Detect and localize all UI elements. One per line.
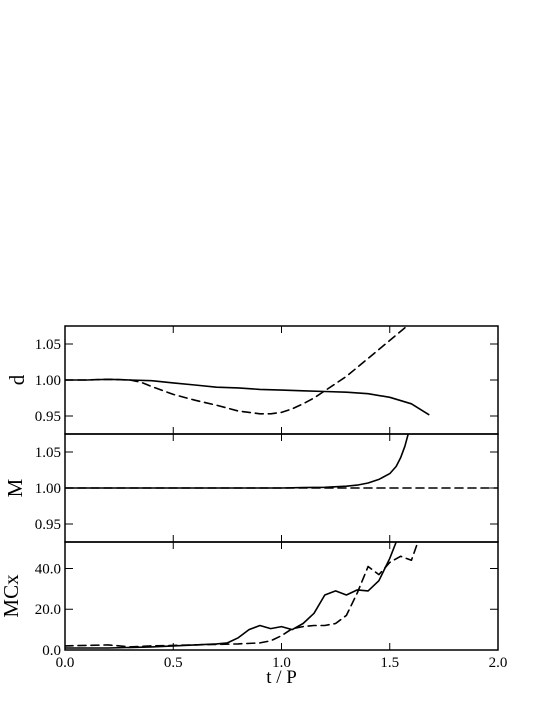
panel-1: 0.95 1.00 1.05 d: [5, 325, 499, 435]
y-axis-label: M: [3, 478, 27, 497]
y-tick-label: 0.95: [35, 409, 61, 425]
x-axis-label: t / P: [266, 667, 297, 688]
y-tick-label: 1.05: [35, 337, 61, 353]
y-tick-label: 40.0: [35, 561, 61, 577]
x-tick-label: 0.0: [56, 655, 75, 671]
panel-1-series-solid: [65, 378, 430, 416]
x-tick-label: 1.0: [272, 655, 291, 671]
y-tick-label: 1.00: [35, 481, 61, 497]
panel-3: 0.0 20.0 40.0 MCx: [0, 541, 499, 659]
x-tick-label: 0.5: [164, 655, 183, 671]
y-tick-label: 20.0: [35, 602, 61, 618]
y-tick-label: 0.95: [35, 517, 61, 533]
y-axis-label: d: [5, 374, 29, 385]
panel-2-series-solid: [65, 434, 409, 489]
panel-2: 0.95 1.00 1.05 M: [3, 433, 499, 543]
y-axis-label: MCx: [0, 574, 23, 618]
panel-3-series-solid: [65, 542, 397, 649]
y-tick-label: 0.0: [42, 643, 61, 659]
y-tick-label: 1.05: [35, 445, 61, 461]
panel-3-series-dashed: [65, 542, 419, 648]
x-tick-label: 1.5: [380, 655, 399, 671]
panel-1-series-dashed: [65, 326, 408, 415]
x-tick-label: 2.0: [489, 655, 508, 671]
y-tick-label: 1.00: [35, 373, 61, 389]
panel-3-frame: [64, 541, 499, 651]
